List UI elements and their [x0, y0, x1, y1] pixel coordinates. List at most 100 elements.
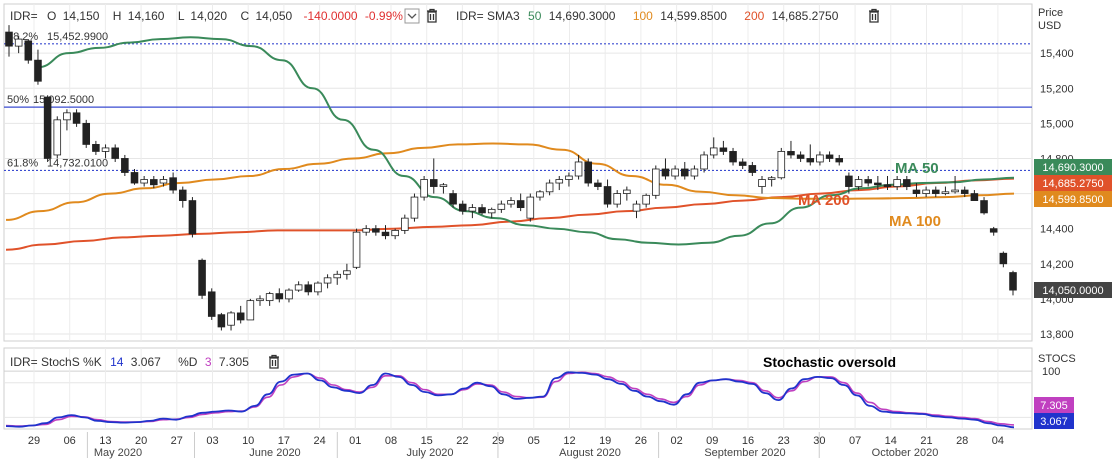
candle	[738, 158, 747, 169]
candle-body	[140, 179, 148, 184]
candle-body	[825, 154, 834, 159]
candle	[72, 109, 81, 127]
ohlc-header: IDR= O 14,150 H 14,160 L 14,020 C 14,050…	[10, 9, 403, 23]
candle-body	[584, 161, 593, 184]
candle	[169, 172, 177, 194]
sma-header: IDR= SMA3 50 14,690.3000 100 14,599.8500…	[456, 9, 839, 23]
price-tick-label: 15,200	[1040, 83, 1074, 95]
candle-body	[980, 200, 988, 214]
candle	[265, 291, 274, 306]
price-tag-bg	[1034, 282, 1112, 298]
sma100-value: 14,599.8500	[660, 9, 727, 23]
stoch-k-tag: 3.067	[1034, 413, 1074, 429]
candle	[845, 172, 853, 194]
trash-icon	[869, 8, 879, 23]
day-tick-label: 14	[885, 435, 897, 447]
candle	[545, 179, 554, 196]
candle	[429, 158, 438, 194]
candle	[912, 183, 921, 198]
candle	[613, 190, 621, 208]
candle	[854, 176, 863, 191]
stoch-k-line	[5, 371, 1015, 429]
delete-stoch-button[interactable]	[269, 354, 279, 369]
candle-body	[603, 186, 612, 205]
candle-body	[709, 147, 718, 156]
symbol: IDR=	[10, 9, 38, 23]
candle	[439, 183, 448, 194]
candle	[150, 176, 158, 189]
day-tick-label: 26	[635, 435, 647, 447]
stoch-tag-label: 7.305	[1040, 400, 1068, 412]
ma200-annotation: MA 200	[798, 192, 850, 209]
candle-body	[246, 300, 255, 321]
candle-body	[777, 151, 786, 179]
stoch-label: IDR= StochS %K	[10, 355, 102, 369]
stoch-axis-title: STOCS	[1038, 353, 1076, 365]
candle-body	[536, 191, 544, 198]
day-tick-label: 02	[670, 435, 682, 447]
candle	[449, 190, 457, 208]
day-tick-label: 07	[849, 435, 861, 447]
candle	[516, 193, 525, 212]
candle-body	[169, 177, 177, 191]
candle-body	[410, 196, 419, 219]
candle	[941, 186, 950, 196]
candle-body	[198, 259, 206, 296]
day-tick-label: 29	[28, 435, 40, 447]
stoch-tick-label: 100	[1042, 366, 1060, 378]
candle	[719, 140, 728, 155]
candle-body	[613, 193, 621, 205]
candle	[690, 165, 699, 180]
delete-ohlc-button[interactable]	[427, 8, 437, 23]
candle-body	[333, 273, 342, 279]
candle-body	[352, 231, 361, 268]
candle-body	[391, 230, 399, 237]
candle-body	[458, 203, 467, 212]
collapse-button[interactable]	[404, 8, 420, 24]
candle	[275, 288, 284, 303]
candle	[989, 226, 998, 236]
candle-body	[323, 277, 332, 284]
candle-body	[43, 96, 52, 159]
candle	[458, 200, 467, 215]
candle-body	[912, 189, 921, 194]
candle	[652, 165, 660, 199]
candle-body	[970, 193, 979, 201]
main-panel-frame	[3, 3, 1033, 342]
candle	[661, 158, 670, 180]
ma100-annotation: MA 100	[889, 213, 941, 230]
candle-body	[381, 231, 390, 237]
fib-level-label: 61.8%	[7, 157, 38, 169]
candle	[816, 151, 824, 166]
day-tick-label: 16	[742, 435, 754, 447]
day-tick-label: 15	[421, 435, 433, 447]
candle-body	[101, 147, 110, 152]
candle	[584, 158, 593, 187]
candle	[903, 176, 911, 191]
price-tag-bg	[1034, 159, 1112, 175]
candle	[207, 288, 216, 320]
fib-level-label: 38.2%	[7, 31, 38, 43]
candle-body	[594, 182, 602, 187]
delete-sma-button[interactable]	[869, 8, 879, 23]
candle-body	[941, 191, 950, 194]
stoch-k-period: 14	[110, 355, 124, 369]
candle-body	[401, 217, 409, 231]
candle	[352, 228, 361, 270]
stoch-layer	[5, 371, 1015, 429]
candle	[198, 258, 206, 299]
candle-body	[652, 168, 660, 196]
candle	[323, 274, 332, 289]
candle	[43, 95, 52, 162]
candle-body	[314, 282, 322, 293]
candle	[333, 270, 342, 285]
candle-body	[304, 284, 313, 293]
sma50-period: 50	[528, 9, 542, 23]
price-tick-label: 13,800	[1040, 329, 1074, 341]
month-label: July 2020	[406, 447, 453, 459]
candle-body	[343, 270, 351, 275]
trash-icon	[269, 354, 279, 369]
candle	[999, 251, 1008, 268]
grid-layer	[4, 4, 1032, 429]
candle	[420, 176, 428, 201]
